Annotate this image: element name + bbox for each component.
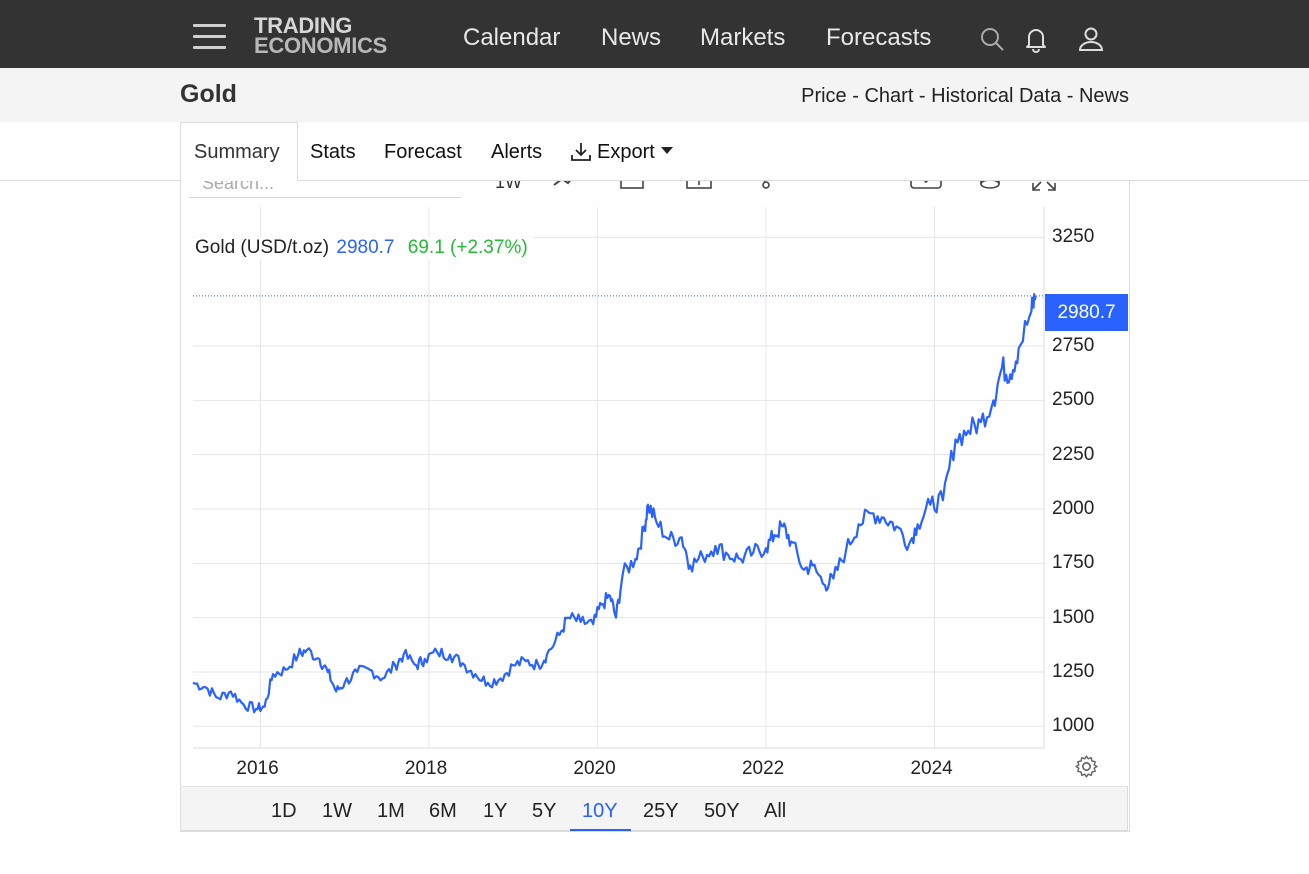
calendar-icon[interactable] (620, 181, 646, 191)
crumb-separator: - (913, 85, 932, 107)
bell-icon[interactable] (1022, 25, 1050, 53)
crumb-separator: - (1061, 85, 1079, 107)
range-button-1w[interactable]: 1W (322, 800, 352, 822)
range-button-all[interactable]: All (764, 800, 787, 822)
tab-stats[interactable]: Stats (310, 141, 356, 163)
y-tick-label: 2250 (1052, 443, 1095, 465)
x-tick-label: 2016 (236, 758, 279, 779)
y-tick-label: 2750 (1052, 335, 1095, 357)
y-tick-label: 1500 (1052, 606, 1095, 628)
gold-price-line (192, 293, 1037, 714)
nav-news[interactable]: News (601, 24, 662, 51)
nav-markets[interactable]: Markets (700, 24, 786, 51)
legend-change: 69.1 (+2.37%) (407, 237, 528, 258)
x-tick-label: 2022 (741, 758, 785, 779)
price-chart[interactable] (181, 181, 1129, 831)
nav-calendar[interactable]: Calendar (463, 24, 561, 51)
y-tick-label: 2000 (1052, 498, 1095, 519)
chevron-down-icon[interactable] (661, 147, 673, 155)
crumb-price[interactable]: Price (801, 85, 847, 107)
download-icon[interactable] (570, 141, 592, 163)
legend-price: 2980.7 (336, 237, 395, 258)
range-button-25y[interactable]: 25Y (643, 800, 679, 822)
search-input[interactable]: Search... (202, 181, 275, 193)
last-price-tag: 2980.7 (1045, 294, 1128, 331)
y-tick-label: 1750 (1052, 552, 1095, 574)
title-bar (0, 68, 1309, 122)
fullscreen-icon[interactable] (1031, 181, 1057, 193)
indicator-icon[interactable] (552, 181, 578, 191)
tab-summary-box (180, 122, 298, 182)
active-range-underline (570, 829, 631, 831)
range-button-10y[interactable]: 10Y (582, 800, 618, 822)
chart-toolbar: Search... 1W (180, 181, 1128, 201)
range-button-1d[interactable]: 1D (271, 800, 297, 822)
tab-export[interactable]: Export (597, 141, 655, 163)
y-tick-label: 1000 (1052, 715, 1095, 737)
compare-icon[interactable] (686, 181, 712, 191)
x-tick-label: 2024 (910, 758, 953, 779)
menu-icon[interactable] (193, 24, 226, 50)
legend-series-name: Gold (USD/t.oz) (195, 237, 330, 258)
y-tick-label: 3250 (1052, 226, 1095, 248)
top-navbar (0, 0, 1309, 68)
crumb-chart[interactable]: Chart (864, 85, 914, 107)
y-tick-label: 2500 (1052, 389, 1095, 411)
x-tick-label: 2018 (404, 758, 448, 779)
interval-button[interactable]: 1W (495, 181, 522, 192)
user-icon[interactable] (1077, 25, 1105, 53)
range-button-50y[interactable]: 50Y (704, 800, 740, 822)
more-icon[interactable] (1090, 181, 1100, 193)
draw-icon[interactable] (754, 181, 780, 191)
logo[interactable]: TRADING ECONOMICS (254, 13, 387, 58)
tab-alerts[interactable]: Alerts (491, 141, 543, 163)
range-selector (180, 786, 1128, 831)
x-tick-label: 2020 (573, 758, 616, 779)
range-button-1m[interactable]: 1M (377, 800, 405, 822)
crumb-separator: - (846, 85, 865, 107)
database-icon[interactable] (979, 181, 1003, 191)
save-icon[interactable] (910, 181, 944, 191)
tab-summary[interactable]: Summary (194, 141, 280, 163)
settings-gear-icon[interactable] (1074, 754, 1099, 779)
crumb-news[interactable]: News (1078, 85, 1129, 107)
range-button-5y[interactable]: 5Y (532, 800, 557, 822)
breadcrumb: Price - Chart - Historical Data - News (801, 85, 1129, 108)
range-button-1y[interactable]: 1Y (483, 800, 508, 822)
range-button-6m[interactable]: 6M (429, 800, 457, 822)
y-tick-label: 1250 (1052, 660, 1095, 682)
chart-legend: Gold (USD/t.oz) 2980.7 69.1 (+2.37%) (195, 237, 534, 259)
tab-forecast[interactable]: Forecast (384, 141, 462, 163)
chart-panel (180, 181, 1130, 832)
nav-forecasts[interactable]: Forecasts (826, 24, 932, 51)
search-input-box[interactable]: Search... (189, 181, 461, 198)
search-icon[interactable] (978, 25, 1006, 53)
page-title: Gold (180, 80, 237, 108)
crumb-historical-data[interactable]: Historical Data (931, 85, 1062, 107)
